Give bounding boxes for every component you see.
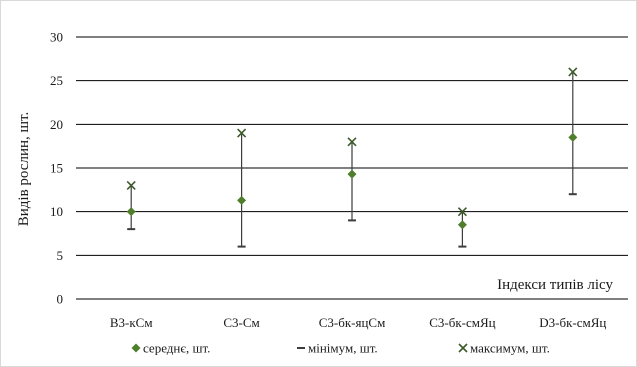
y-tick-10: 10 xyxy=(50,204,63,219)
y-tick-0: 0 xyxy=(57,292,64,307)
legend-max: максимум, шт. xyxy=(458,341,550,356)
y-tick-15: 15 xyxy=(50,161,63,176)
x-tick-label: D3-бк-смЯц xyxy=(539,315,606,330)
legend-min-label: мінімум, шт. xyxy=(308,341,378,356)
mean-point xyxy=(347,169,357,179)
mean-point xyxy=(457,220,467,230)
mean-point xyxy=(126,207,136,217)
max-point xyxy=(347,137,357,147)
legend: середнє, шт. мінімум, шт. максимум, шт. xyxy=(131,341,550,356)
y-tick-30: 30 xyxy=(50,30,63,45)
y-axis-title: Видів рослин, шт. xyxy=(16,112,32,226)
legend-max-marker xyxy=(458,343,468,353)
mean-point xyxy=(237,195,247,205)
y-tick-20: 20 xyxy=(50,117,63,132)
max-point xyxy=(568,67,578,77)
legend-mean-marker xyxy=(131,343,141,353)
max-point xyxy=(457,207,467,217)
x-tick-label: C3-См xyxy=(223,315,259,330)
legend-min: мінімум, шт. xyxy=(297,341,378,356)
max-point xyxy=(237,128,247,138)
x-axis-title: Індекси типів лісу xyxy=(497,277,613,293)
data-marks xyxy=(126,67,578,248)
y-tick-labels: 0 5 10 15 20 25 30 xyxy=(50,30,63,307)
legend-mean-label: середнє, шт. xyxy=(143,341,210,356)
mean-point xyxy=(568,132,578,142)
x-tick-label: B3-кСм xyxy=(110,315,153,330)
x-tick-label: C3-бк-яцСм xyxy=(319,315,386,330)
legend-max-label: максимум, шт. xyxy=(470,341,550,356)
x-tick-labels: B3-кСм C3-См C3-бк-яцСм C3-бк-смЯц D3-бк-смЯ… xyxy=(110,315,607,330)
legend-mean: середнє, шт. xyxy=(131,341,210,356)
y-tick-5: 5 xyxy=(57,248,64,263)
y-tick-25: 25 xyxy=(50,73,63,88)
x-tick-label: C3-бк-смЯц xyxy=(429,315,495,330)
max-point xyxy=(126,180,136,191)
